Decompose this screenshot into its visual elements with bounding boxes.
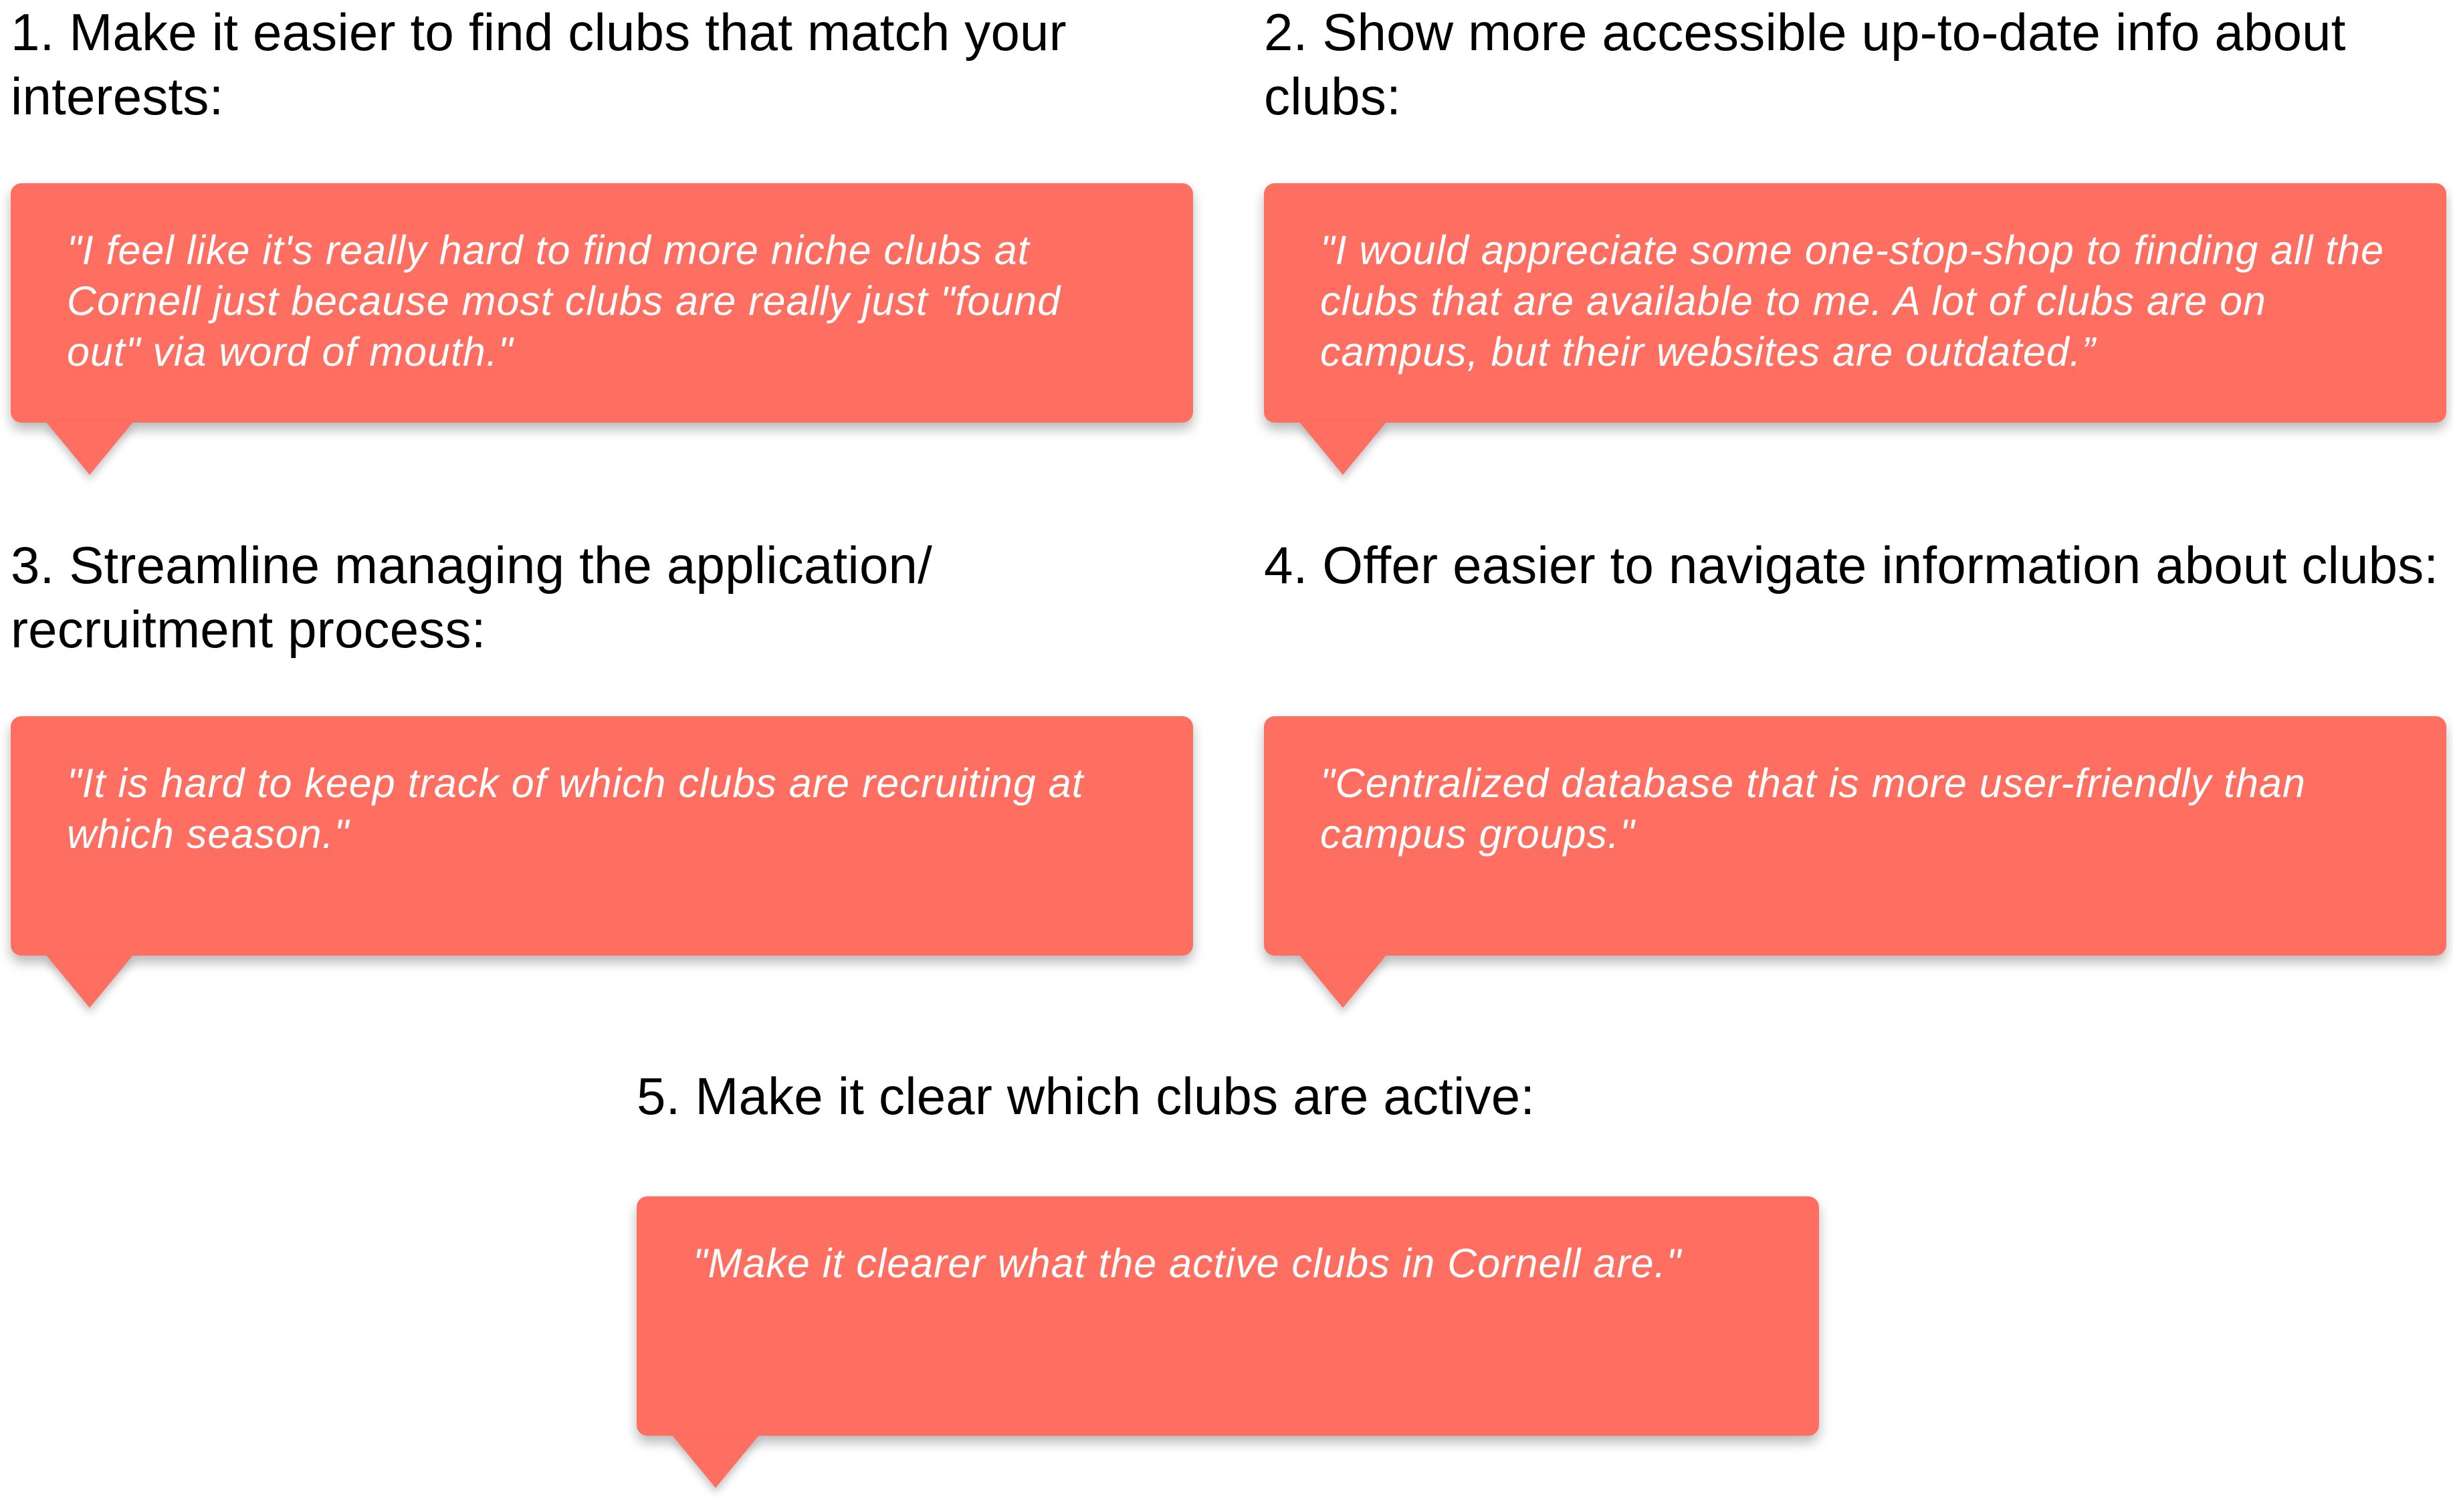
- insight-block-5: 5. Make it clear which clubs are active:…: [637, 1064, 1819, 1436]
- insight-heading: 4. Offer easier to navigate information …: [1264, 536, 2439, 595]
- quote-bubble: "I feel like it's really hard to find mo…: [11, 183, 1193, 423]
- user-quote: "I feel like it's really hard to find mo…: [67, 227, 1061, 374]
- quote-bubble: "It is hard to keep track of which clubs…: [11, 716, 1193, 956]
- quote-bubble: "Make it clearer what the active clubs i…: [637, 1196, 1819, 1436]
- quote-bubble: "I would appreciate some one-stop-shop t…: [1264, 183, 2446, 423]
- insight-block-3: 3. Streamline managing the application/ …: [11, 533, 1193, 956]
- quote-bubble: "Centralized database that is more user-…: [1264, 716, 2446, 956]
- user-quote: "I would appreciate some one-stop-shop t…: [1320, 227, 2385, 374]
- insight-heading: 3. Streamline managing the application/ …: [11, 536, 932, 659]
- insight-block-1: 1. Make it easier to find clubs that mat…: [11, 0, 1193, 423]
- user-quote: "Make it clearer what the active clubs i…: [693, 1240, 1682, 1286]
- insight-heading: 2. Show more accessible up-to-date info …: [1264, 3, 2346, 126]
- insight-block-4: 4. Offer easier to navigate information …: [1264, 533, 2446, 956]
- user-quote: "Centralized database that is more user-…: [1320, 760, 2306, 857]
- insight-heading: 1. Make it easier to find clubs that mat…: [11, 3, 1067, 126]
- insight-block-2: 2. Show more accessible up-to-date info …: [1264, 0, 2446, 423]
- insight-heading: 5. Make it clear which clubs are active:: [637, 1067, 1535, 1125]
- user-quote: "It is hard to keep track of which clubs…: [67, 760, 1084, 857]
